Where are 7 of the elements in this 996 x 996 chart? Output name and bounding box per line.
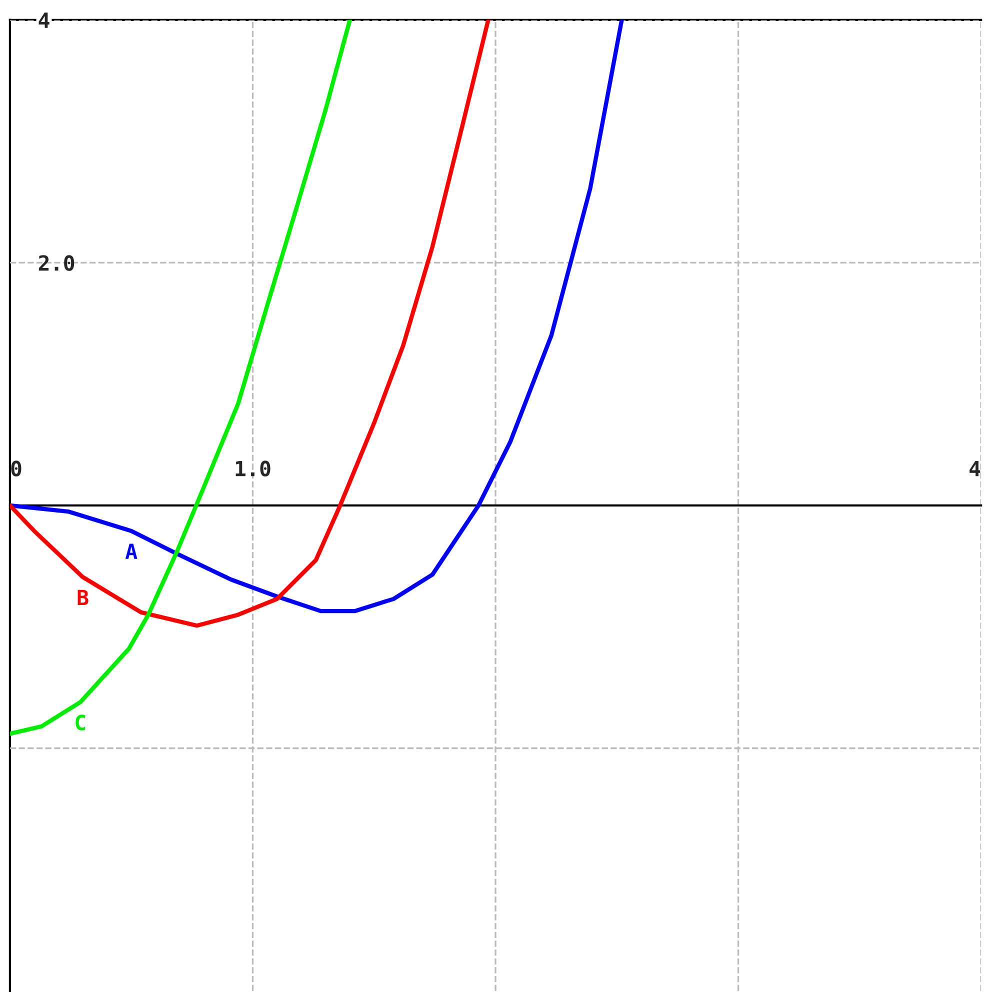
y-tick-label: 2.0 [38, 255, 74, 271]
series-label: A [125, 544, 138, 559]
x-tick-label: 4 [970, 460, 980, 476]
x-tick-label: 1.0 [236, 460, 270, 476]
x-tick-label: 0 [11, 460, 22, 476]
series-label: B [78, 590, 88, 606]
series-label: C [76, 714, 86, 730]
